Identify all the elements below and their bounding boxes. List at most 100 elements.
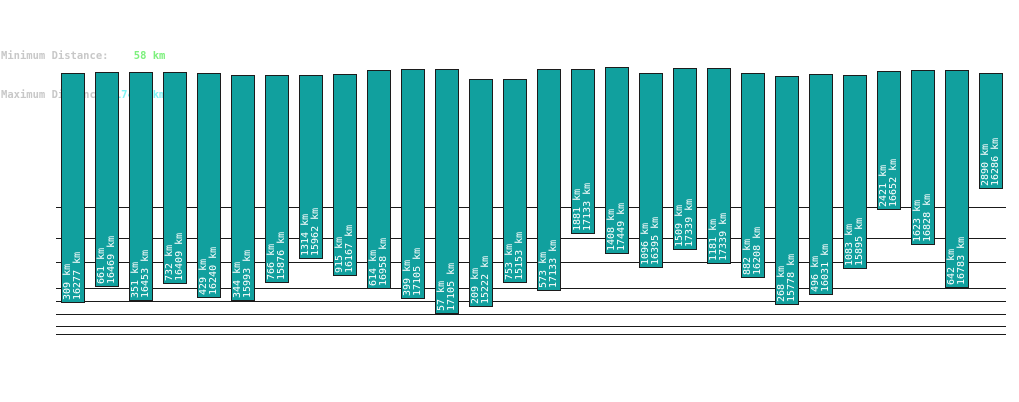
bar-max-label: 16469 km: [106, 236, 117, 284]
bar-max-label: 16208 km: [752, 227, 763, 275]
bar-min-label: 1408 km: [606, 209, 617, 251]
distance-bar: [639, 73, 663, 268]
bar-min-label: 915 km: [334, 237, 345, 273]
bar-min-label: 1509 km: [674, 205, 685, 247]
bar-group: 1623 km 16828 km: [911, 70, 935, 245]
bar-min-label: 429 km: [198, 259, 209, 295]
distance-bar: [163, 72, 187, 284]
bar-group: 766 km 15876 km: [265, 75, 289, 283]
bar-group: 268 km 15778 km: [775, 76, 799, 305]
bar-group: 496 km 16031 km: [809, 74, 833, 295]
distance-bar: [979, 73, 1003, 189]
bar-max-label: 17449 km: [616, 203, 627, 251]
bar-min-label: 642 km: [946, 249, 957, 285]
distance-bar: [571, 69, 595, 234]
distance-bar: [265, 75, 289, 283]
bar-group: 2421 km 16652 km: [877, 71, 901, 210]
bar-max-label: 16652 km: [888, 159, 899, 207]
bar-max-label: 16395 km: [650, 217, 661, 265]
bar-min-label: 57 km: [436, 281, 447, 311]
bar-min-label: 614 km: [368, 250, 379, 286]
distance-bar: [299, 75, 323, 259]
bar-max-label: 16286 km: [990, 138, 1001, 186]
min-distance-value: 58 km: [133, 50, 166, 62]
bars-group: 309 km 16277 km 661 km 16469 km 351 km 16453 …: [61, 67, 1003, 314]
bar-max-label: 17133 km: [582, 183, 593, 231]
bar-group: 614 km 16958 km: [367, 70, 391, 289]
bar-min-label: 209 km: [470, 268, 481, 304]
bar-min-label: 753 km: [504, 244, 515, 280]
bar-min-label: 1096 km: [640, 223, 651, 265]
min-distance-label: Minimum Distance:: [1, 50, 109, 62]
bar-group: 1083 km 15895 km: [843, 75, 867, 269]
bar-max-label: 15778 km: [786, 254, 797, 302]
distance-bar: [401, 69, 425, 299]
bar-min-label: 344 km: [232, 262, 243, 298]
bar-max-label: 16167 km: [344, 225, 355, 273]
bar-group: 429 km 16240 km: [197, 73, 221, 298]
bar-min-label: 1314 km: [300, 214, 311, 256]
bar-max-label: 15222 km: [480, 256, 491, 304]
bar-group: 732 km 16409 km: [163, 72, 187, 284]
bar-max-label: 16828 km: [922, 194, 933, 242]
bar-min-label: 2421 km: [878, 165, 889, 207]
bar-max-label: 16453 km: [140, 250, 151, 298]
bar-max-label: 16958 km: [378, 238, 389, 286]
bar-group: 351 km 16453 km: [129, 72, 153, 301]
distance-bar: [503, 79, 527, 283]
bar-group: 2890 km 16286 km: [979, 73, 1003, 189]
distance-bar: [333, 74, 357, 276]
distance-bar: [367, 70, 391, 289]
bar-max-label: 17133 km: [548, 240, 559, 288]
bar-max-label: 16031 km: [820, 244, 831, 292]
bar-min-label: 573 km: [538, 252, 549, 288]
bar-group: 915 km 16167 km: [333, 74, 357, 276]
bar-max-label: 17339 km: [718, 213, 729, 261]
distance-bar: [707, 68, 731, 264]
min-distance-line: Minimum Distance: 58 km: [1, 50, 165, 63]
distance-bar: [877, 71, 901, 210]
bar-group: 57 km 17105 km: [435, 69, 459, 314]
distance-bar: [537, 69, 561, 291]
bar-max-label: 15993 km: [242, 250, 253, 298]
bar-max-label: 16277 km: [72, 252, 83, 300]
bar-min-label: 766 km: [266, 244, 277, 280]
bar-group: 399 km 17105 km: [401, 69, 425, 299]
bar-group: 209 km 15222 km: [469, 79, 493, 307]
distance-bar: [197, 73, 221, 298]
bar-max-label: 17339 km: [684, 199, 695, 247]
bar-min-label: 1623 km: [912, 200, 923, 242]
distance-bar: [673, 68, 697, 250]
bar-min-label: 399 km: [402, 260, 413, 296]
bar-min-label: 882 km: [742, 239, 753, 275]
distance-bar: [61, 73, 85, 303]
bar-max-label: 16240 km: [208, 247, 219, 295]
distance-bar: [911, 70, 935, 245]
bar-min-label: 2890 km: [980, 144, 991, 186]
bar-max-label: 17105 km: [412, 248, 423, 296]
bar-group: 1096 km 16395 km: [639, 73, 663, 268]
distance-bar: [605, 67, 629, 254]
distance-bar: [231, 75, 255, 301]
distance-bar: [775, 76, 799, 305]
bar-group: 753 km 15153 km: [503, 79, 527, 283]
distance-bar: [945, 70, 969, 288]
bar-min-label: 1181 km: [708, 219, 719, 261]
distance-bar: [741, 73, 765, 278]
bar-min-label: 1083 km: [844, 224, 855, 266]
distance-bar: [435, 69, 459, 314]
bar-max-label: 15153 km: [514, 232, 525, 280]
distance-bar: [129, 72, 153, 301]
distance-bar: [469, 79, 493, 307]
bar-group: 344 km 15993 km: [231, 75, 255, 301]
bar-group: 573 km 17133 km: [537, 69, 561, 291]
distance-bar: [809, 74, 833, 295]
bar-max-label: 16783 km: [956, 237, 967, 285]
bar-group: 1314 km 15962 km: [299, 75, 323, 259]
bar-min-label: 309 km: [62, 264, 73, 300]
bar-max-label: 17105 km: [446, 263, 457, 311]
bar-min-label: 732 km: [164, 245, 175, 281]
bar-max-label: 15876 km: [276, 232, 287, 280]
bar-group: 309 km 16277 km: [61, 73, 85, 303]
